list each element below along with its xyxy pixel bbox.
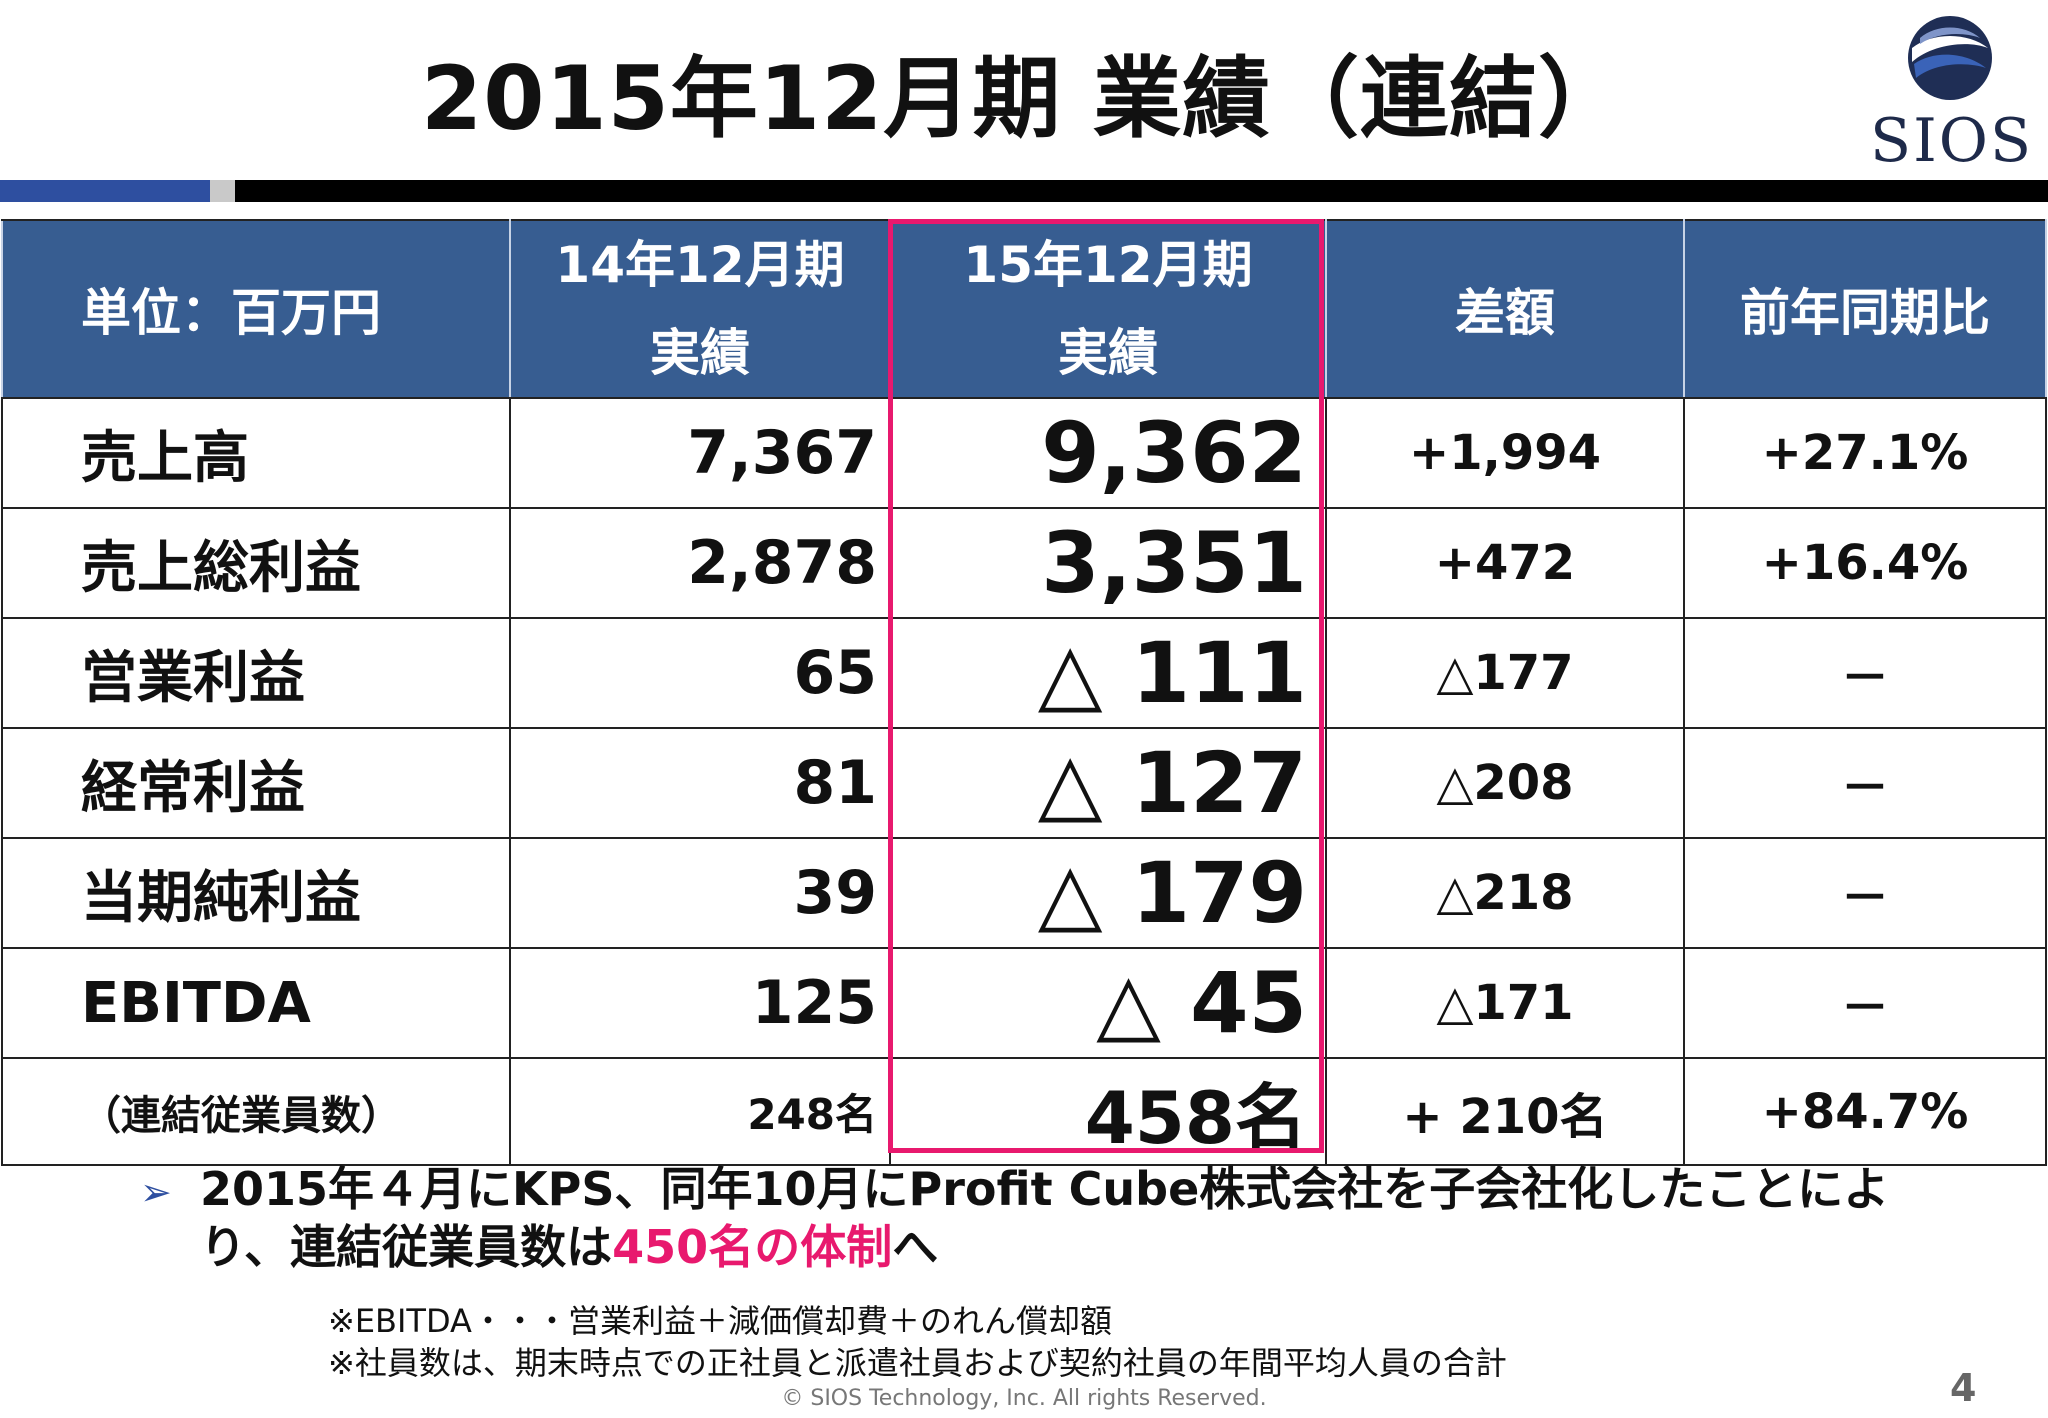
value-fy2014: 248名 [509,1057,891,1166]
value-yoy: － [1683,837,2047,949]
sios-logo: SIOS [1870,14,2031,176]
value-fy2015: 3,351 [889,507,1327,619]
value-fy2014: 7,367 [509,397,891,509]
header-difference: 差額 [1325,219,1685,399]
value-fy2015: 458名 [889,1057,1327,1166]
value-fy2015: △ 127 [889,727,1327,839]
value-fy2015: △ 45 [889,947,1327,1059]
slide-title: 2015年12月期 業績（連結） [420,47,1628,150]
financial-results-table: 単位：百万円 14年12月期 実績 15年12月期 実績 差額 前年同期比 売上… [1,219,2047,1166]
value-yoy: +16.4% [1683,507,2047,619]
value-fy2015: △ 179 [889,837,1327,949]
footnote-ebitda: ※EBITDA・・・営業利益＋減価償却費＋のれん償却額 [328,1302,1112,1340]
row-label: （連結従業員数） [1,1057,511,1166]
row-label: 当期純利益 [1,837,511,949]
header-fy2014-actual: 実績 [650,324,750,382]
note-highlight: 450名の体制 [612,1220,893,1274]
copyright: © SIOS Technology, Inc. All rights Reser… [781,1386,1267,1411]
title-rule-gray [210,180,235,202]
page-number: 4 [1950,1366,1977,1410]
header-fy2015-period: 15年12月期 [963,236,1253,294]
value-difference: +1,994 [1325,397,1685,509]
value-difference: △171 [1325,947,1685,1059]
table-row: 売上総利益 2,878 3,351 +472 +16.4% [1,507,2047,619]
title-rule-blue [0,180,210,202]
row-label: EBITDA [1,947,511,1059]
table-row: 経常利益 81 △ 127 △208 － [1,727,2047,839]
value-fy2014: 65 [509,617,891,729]
note-text-after: へ [892,1220,939,1274]
header-fy2015: 15年12月期 実績 [889,219,1327,399]
row-label: 経常利益 [1,727,511,839]
row-label: 売上高 [1,397,511,509]
header-fy2014: 14年12月期 実績 [509,219,891,399]
value-difference: △218 [1325,837,1685,949]
value-difference: △177 [1325,617,1685,729]
value-difference: △208 [1325,727,1685,839]
value-fy2015: △ 111 [889,617,1327,729]
table-header-row: 単位：百万円 14年12月期 実績 15年12月期 実績 差額 前年同期比 [1,219,2047,399]
row-label: 営業利益 [1,617,511,729]
value-fy2014: 39 [509,837,891,949]
table-row: （連結従業員数） 248名 458名 + 210名 +84.7% [1,1057,2047,1166]
value-yoy: － [1683,947,2047,1059]
title-rule-black [235,180,2048,202]
value-difference: + 210名 [1325,1057,1685,1166]
value-fy2014: 2,878 [509,507,891,619]
table-row: 当期純利益 39 △ 179 △218 － [1,837,2047,949]
value-fy2014: 125 [509,947,891,1059]
value-yoy: － [1683,617,2047,729]
value-yoy: +84.7% [1683,1057,2047,1166]
table-row: 売上高 7,367 9,362 +1,994 +27.1% [1,397,2047,509]
sios-logo-icon [1908,16,1992,100]
bullet-arrow-icon: ➢ [140,1170,172,1214]
footnote-headcount: ※社員数は、期末時点での正社員と派遣社員および契約社員の年間平均人員の合計 [328,1344,1507,1382]
value-fy2014: 81 [509,727,891,839]
note-text-before: 2015年４月にKPS、同年10月にProfit Cube株式会社を子会社化した… [200,1162,1890,1274]
header-unit: 単位：百万円 [1,219,511,399]
note-text: 2015年４月にKPS、同年10月にProfit Cube株式会社を子会社化した… [200,1160,1960,1276]
value-difference: +472 [1325,507,1685,619]
header-yoy: 前年同期比 [1683,219,2047,399]
table-row: EBITDA 125 △ 45 △171 － [1,947,2047,1059]
logo-wordmark: SIOS [1870,106,2034,176]
value-yoy: － [1683,727,2047,839]
row-label: 売上総利益 [1,507,511,619]
table-row: 営業利益 65 △ 111 △177 － [1,617,2047,729]
value-yoy: +27.1% [1683,397,2047,509]
header-fy2015-actual: 実績 [1058,324,1158,382]
header-fy2014-period: 14年12月期 [555,236,845,294]
value-fy2015: 9,362 [889,397,1327,509]
